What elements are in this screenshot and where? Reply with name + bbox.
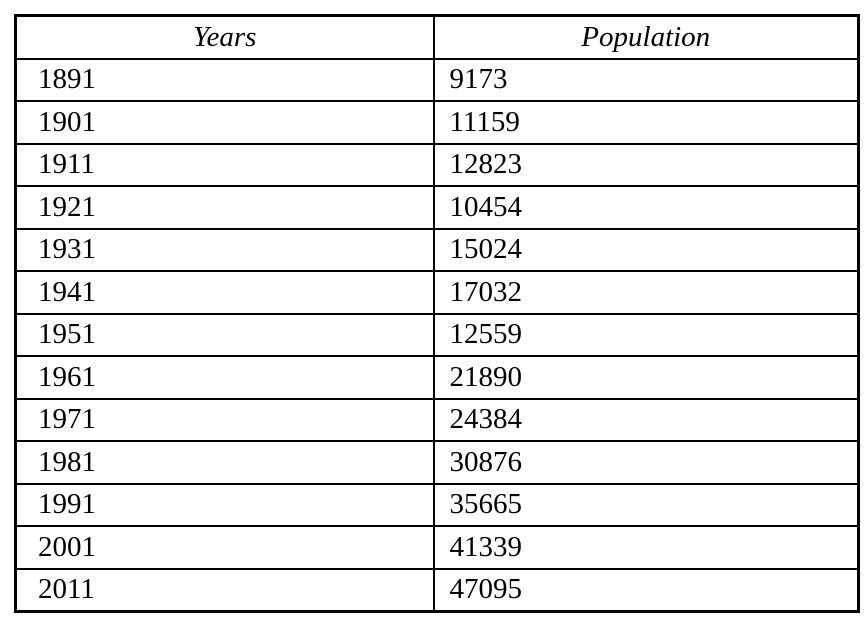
- population-cell: 24384: [432, 397, 860, 442]
- population-cell: 9173: [432, 57, 860, 102]
- population-cell: 12823: [432, 142, 860, 187]
- population-cell: 21890: [432, 355, 860, 400]
- population-cell: 35665: [432, 482, 860, 527]
- year-cell: 1941: [14, 270, 435, 315]
- year-cell: 1891: [14, 57, 435, 102]
- year-cell: 1921: [14, 185, 435, 230]
- population-cell: 12559: [432, 312, 860, 357]
- year-cell: 1971: [14, 397, 435, 442]
- table-row: 1931 15024: [14, 227, 860, 272]
- table-row: 1951 12559: [14, 312, 860, 357]
- population-cell: 41339: [432, 525, 860, 570]
- table-row: 1941 17032: [14, 270, 860, 315]
- table-row: 2001 41339: [14, 525, 860, 570]
- table-row: 1961 21890: [14, 355, 860, 400]
- table-row: 1901 11159: [14, 100, 860, 145]
- table-row: 2011 47095: [14, 567, 860, 613]
- table-row: 1981 30876: [14, 440, 860, 485]
- table-row: 1891 9173: [14, 57, 860, 102]
- year-cell: 2011: [14, 567, 435, 613]
- table-header-row: Years Population: [14, 14, 860, 60]
- table-body: 1891 9173 1901 11159 1911 12823 1921 10454 1931 1…: [14, 57, 860, 613]
- table-row: 1971 24384: [14, 397, 860, 442]
- population-cell: 10454: [432, 185, 860, 230]
- population-table: Years Population 1891 9173 1901 11159 1911 12…: [14, 14, 860, 613]
- population-column-header: Population: [432, 14, 860, 60]
- year-cell: 1991: [14, 482, 435, 527]
- year-cell: 1961: [14, 355, 435, 400]
- year-cell: 1951: [14, 312, 435, 357]
- population-cell: 17032: [432, 270, 860, 315]
- table-row: 1991 35665: [14, 482, 860, 527]
- table-row: 1921 10454: [14, 185, 860, 230]
- year-cell: 1901: [14, 100, 435, 145]
- year-cell: 1931: [14, 227, 435, 272]
- table-row: 1911 12823: [14, 142, 860, 187]
- year-cell: 1911: [14, 142, 435, 187]
- population-cell: 30876: [432, 440, 860, 485]
- years-column-header: Years: [14, 14, 435, 60]
- year-cell: 1981: [14, 440, 435, 485]
- population-cell: 11159: [432, 100, 860, 145]
- year-cell: 2001: [14, 525, 435, 570]
- population-cell: 15024: [432, 227, 860, 272]
- population-cell: 47095: [432, 567, 860, 613]
